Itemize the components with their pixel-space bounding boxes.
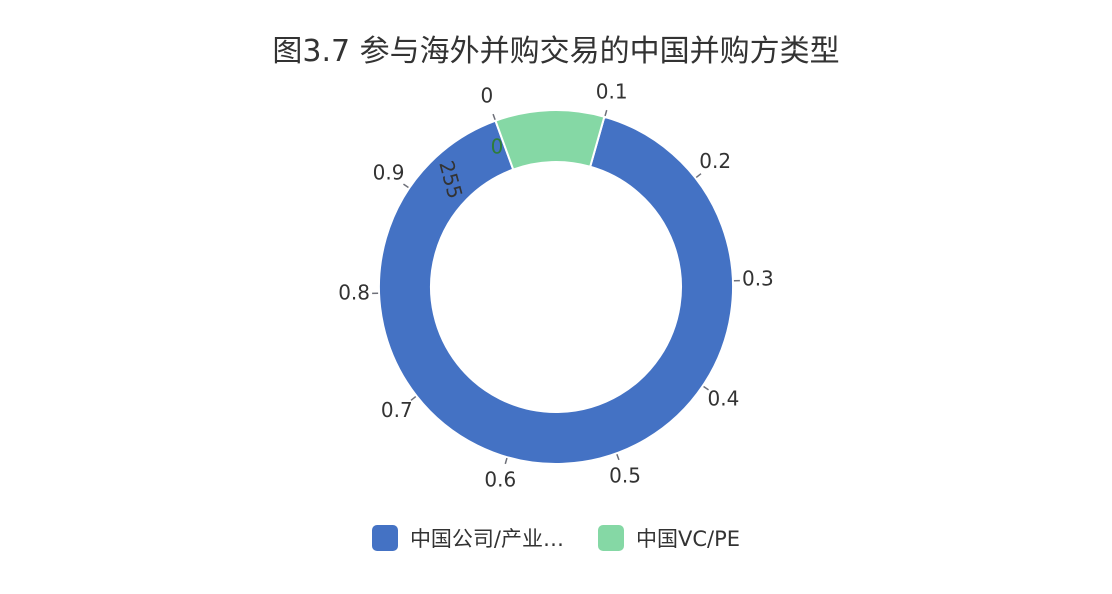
axis-tick-4 <box>703 385 709 391</box>
legend-item-vcpe[interactable]: 中国VC/PE <box>598 523 740 553</box>
axis-tick-label-4: 0.4 <box>708 386 740 410</box>
axis-tick-2 <box>695 173 702 179</box>
axis-tick-5 <box>616 454 620 461</box>
axis-tick-9 <box>403 183 409 189</box>
axis-tick-label-3: 0.3 <box>742 266 774 290</box>
slice-vcpe[interactable] <box>494 109 606 171</box>
legend-label-industry: 中国公司/产业… <box>409 527 565 551</box>
axis-tick-label-6: 0.6 <box>484 468 516 492</box>
axis-tick-label-5: 0.5 <box>609 463 641 487</box>
axis-tick-label-0: 0 <box>481 84 494 108</box>
legend-item-industry[interactable]: 中国公司/产业… <box>371 523 565 553</box>
axis-tick-label-8: 0.8 <box>338 281 370 305</box>
legend-swatch-vcpe <box>598 525 625 551</box>
data-label-zero: 0 <box>491 135 504 159</box>
legend: 中国公司/产业… 中国VC/PE <box>0 523 1112 553</box>
axis-tick-label-7: 0.7 <box>381 398 413 422</box>
axis-tick-1 <box>604 109 608 117</box>
axis-tick-label-2: 0.2 <box>699 149 731 173</box>
legend-label-vcpe: 中国VC/PE <box>636 527 741 551</box>
axis-tick-7 <box>410 395 417 401</box>
legend-swatch-industry <box>371 525 398 551</box>
slice-industry[interactable] <box>378 115 734 465</box>
chart-title: 图3.7 参与海外并购交易的中国并购方类型 <box>272 34 840 69</box>
axis-tick-6 <box>504 457 508 465</box>
axis-tick-label-9: 0.9 <box>373 161 405 185</box>
axis-tick-0 <box>492 113 496 120</box>
axis-tick-label-1: 0.1 <box>596 79 628 103</box>
